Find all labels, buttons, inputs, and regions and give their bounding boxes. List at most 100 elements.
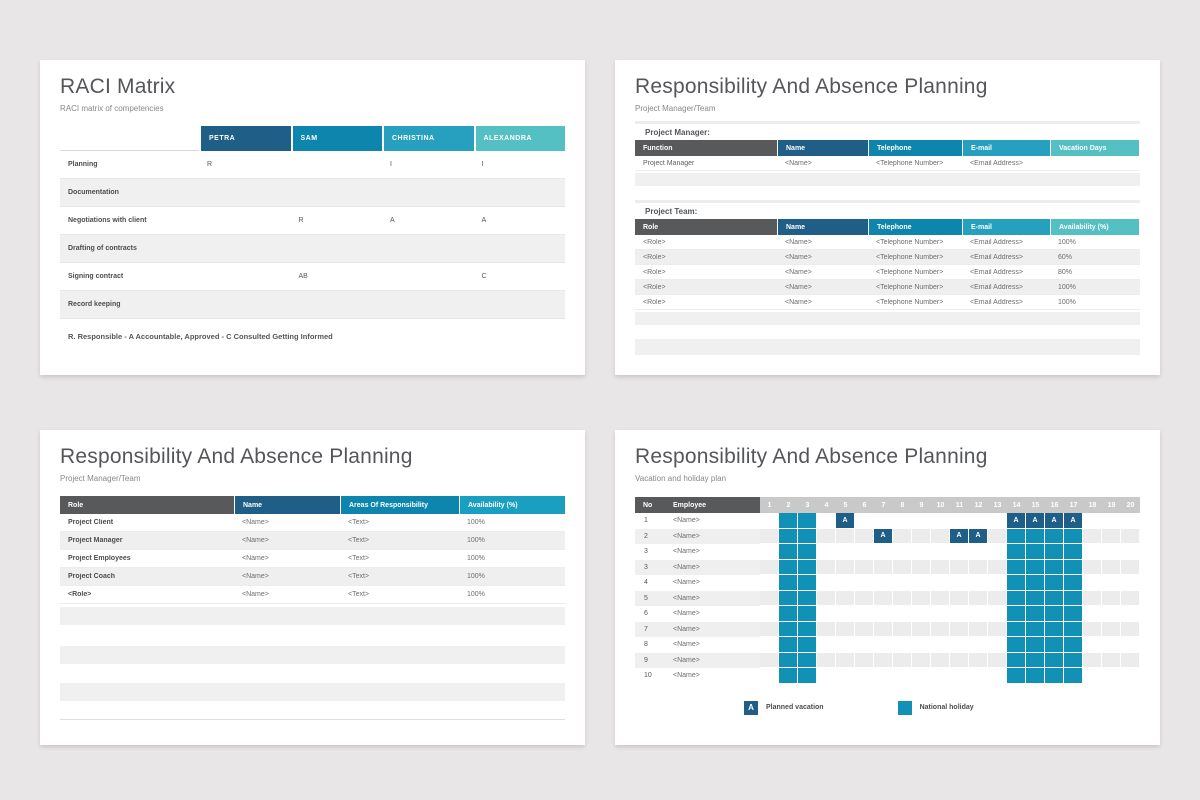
table-row: <Role> <Name> <Telephone Number> <Email … <box>635 265 1140 280</box>
project-team-table: Project Team: Role Name Telephone E-mail… <box>635 200 1140 355</box>
planned-vacation-cell: A <box>1064 513 1083 529</box>
day-cell <box>950 544 969 560</box>
cell-email: <Email Address> <box>970 159 1023 167</box>
empty-row <box>635 339 1140 355</box>
day-cell <box>912 590 931 606</box>
day-cell <box>1083 544 1102 560</box>
day-cell <box>1083 668 1102 684</box>
slide-subtitle: Project Manager/Team <box>635 104 716 113</box>
day-cell <box>1083 606 1102 622</box>
day-cell <box>1102 621 1121 637</box>
national-holiday-cell <box>1045 652 1064 668</box>
day-cell <box>855 559 874 575</box>
table-row: Planning R I I <box>60 151 565 179</box>
row-number: 3 <box>644 548 648 556</box>
cell-role: <Role> <box>643 283 666 291</box>
column-header-name: Name <box>777 140 868 156</box>
day-cell <box>988 513 1007 529</box>
table-row: Documentation <box>60 179 565 207</box>
raci-value: A <box>390 217 395 224</box>
cell-role: Project Coach <box>68 573 116 580</box>
planned-vacation-cell: A <box>1045 513 1064 529</box>
cell-email: <Email Address> <box>970 268 1023 276</box>
table-header-row: Role Name Telephone E-mail Availability … <box>635 219 1140 235</box>
slide-title: Responsibility And Absence Planning <box>635 75 988 98</box>
day-cell <box>855 544 874 560</box>
day-header: 13 <box>988 497 1007 513</box>
day-cell <box>855 528 874 544</box>
day-cell <box>912 621 931 637</box>
national-holiday-cell <box>1064 528 1083 544</box>
employee-name: <Name> <box>673 625 700 633</box>
national-holiday-cell <box>779 528 798 544</box>
national-holiday-cell <box>779 559 798 575</box>
divider <box>60 719 565 720</box>
legend-item-planned-vacation: A Planned vacation <box>744 700 824 715</box>
cell-telephone: <Telephone Number> <box>876 283 944 291</box>
employee-name: <Name> <box>673 548 700 556</box>
national-holiday-cell <box>1045 606 1064 622</box>
national-holiday-cell <box>1026 637 1045 653</box>
national-holiday-cell <box>1045 621 1064 637</box>
day-cell <box>931 637 950 653</box>
national-holiday-cell <box>779 544 798 560</box>
day-cell <box>969 606 988 622</box>
day-cell <box>817 590 836 606</box>
national-holiday-cell <box>1064 637 1083 653</box>
cell-areas: <Text> <box>348 519 370 526</box>
column-header-function: Function <box>635 140 777 156</box>
planned-vacation-cell: A <box>874 528 893 544</box>
day-header: 17 <box>1064 497 1083 513</box>
day-cell <box>988 590 1007 606</box>
day-cell <box>893 668 912 684</box>
day-cell <box>1121 559 1140 575</box>
row-number: 8 <box>644 641 648 649</box>
day-cell <box>1083 637 1102 653</box>
row-label: Planning <box>68 161 98 168</box>
cell-role: <Role> <box>643 238 666 246</box>
day-cell <box>817 575 836 591</box>
day-cell <box>817 637 836 653</box>
day-header: 4 <box>817 497 836 513</box>
vacation-rows: 1 <Name> A A A A A 2 <Name> A A A 3 <Name> 3 <Name> 4 <Na… <box>635 513 1140 684</box>
table-row: Project Client <Name> <Text> 100% <box>60 514 565 532</box>
cell-name: <Name> <box>242 537 269 544</box>
empty-row <box>635 173 1140 186</box>
day-cell <box>1083 575 1102 591</box>
day-cell <box>931 528 950 544</box>
day-cell <box>874 668 893 684</box>
table-row: Project Coach <Name> <Text> 100% <box>60 568 565 586</box>
day-header: 5 <box>836 497 855 513</box>
day-cell <box>1102 528 1121 544</box>
day-cell <box>1121 652 1140 668</box>
day-cell <box>931 544 950 560</box>
column-header-telephone: Telephone <box>868 219 962 235</box>
day-cell <box>760 606 779 622</box>
employee-name: <Name> <box>673 532 700 540</box>
day-cell <box>950 559 969 575</box>
day-cell <box>893 637 912 653</box>
national-holiday-cell <box>1007 544 1026 560</box>
day-header: 1 <box>760 497 779 513</box>
day-cell <box>855 652 874 668</box>
day-cell <box>874 575 893 591</box>
cell-name: <Name> <box>785 159 812 167</box>
row-number: 5 <box>644 594 648 602</box>
day-cell <box>893 652 912 668</box>
day-cell <box>836 621 855 637</box>
day-cell <box>874 606 893 622</box>
cell-name: <Name> <box>242 591 269 598</box>
national-holiday-cell <box>798 621 817 637</box>
raci-value: R <box>207 161 213 168</box>
row-label: Negotiations with client <box>68 217 147 224</box>
day-cell <box>969 621 988 637</box>
vacation-row: 3 <Name> <box>635 544 1140 560</box>
day-header: 6 <box>855 497 874 513</box>
row-number: 10 <box>644 672 652 680</box>
national-holiday-cell <box>779 575 798 591</box>
national-holiday-cell <box>779 590 798 606</box>
day-cell <box>836 606 855 622</box>
day-cell <box>969 544 988 560</box>
cell-name: <Name> <box>242 519 269 526</box>
day-cell <box>760 652 779 668</box>
